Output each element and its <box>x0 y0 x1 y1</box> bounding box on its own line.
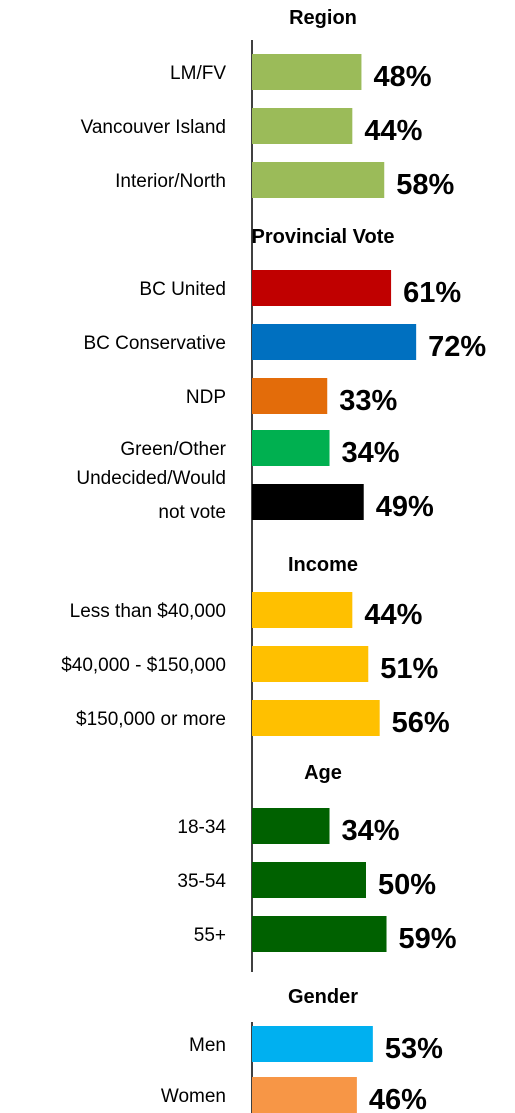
category-label-1-1: BC Conservative <box>83 333 226 354</box>
category-label-0-0: LM/FV <box>170 63 226 84</box>
bar-1-3 <box>252 430 330 466</box>
value-label-2-2: 56% <box>392 707 450 739</box>
bar-1-2 <box>252 378 328 414</box>
category-label-3-0: 18-34 <box>177 817 226 838</box>
value-label-1-1: 72% <box>428 331 486 363</box>
value-label-0-0: 48% <box>373 61 431 93</box>
value-label-3-0: 34% <box>342 815 400 847</box>
category-label-1-3: Green/Other <box>120 439 226 460</box>
value-label-3-1: 50% <box>378 869 436 901</box>
bar-2-2 <box>252 700 380 736</box>
category-label-1-2: NDP <box>186 387 226 408</box>
value-label-1-3: 34% <box>342 437 400 469</box>
category-label-line: Undecided/Would <box>76 468 226 489</box>
category-label-0-2: Interior/North <box>115 171 226 192</box>
section-title-3: Age <box>304 762 342 784</box>
category-label-1-4: Undecided/Would not vote <box>76 468 226 523</box>
value-label-4-1: 46% <box>369 1084 427 1113</box>
value-label-0-2: 58% <box>396 169 454 201</box>
bar-1-4 <box>252 484 364 520</box>
bar-4-1 <box>252 1077 357 1113</box>
category-label-line: not vote <box>158 502 226 523</box>
section-title-0: Region <box>289 7 357 29</box>
bar-2-1 <box>252 646 369 682</box>
bar-0-0 <box>252 54 362 90</box>
section-title-4: Gender <box>288 986 358 1008</box>
value-label-0-1: 44% <box>364 115 422 147</box>
bar-3-1 <box>252 862 366 898</box>
value-label-2-1: 51% <box>380 653 438 685</box>
value-label-1-4: 49% <box>376 491 434 523</box>
value-label-2-0: 44% <box>364 599 422 631</box>
value-label-1-2: 33% <box>339 385 397 417</box>
value-label-4-0: 53% <box>385 1033 443 1065</box>
category-label-2-2: $150,000 or more <box>76 709 226 730</box>
category-label-3-2: 55+ <box>194 925 226 946</box>
category-label-4-0: Men <box>189 1035 226 1056</box>
bar-0-2 <box>252 162 385 198</box>
category-label-1-0: BC United <box>139 279 226 300</box>
section-title-1: Provincial Vote <box>251 226 394 248</box>
bar-3-2 <box>252 916 387 952</box>
category-label-0-1: Vancouver Island <box>81 117 226 138</box>
category-label-4-1: Women <box>161 1086 226 1107</box>
bar-1-0 <box>252 270 392 306</box>
bar-4-0 <box>252 1026 373 1062</box>
value-label-1-0: 61% <box>403 277 461 309</box>
bar-0-1 <box>252 108 353 144</box>
category-label-3-1: 35-54 <box>177 871 226 892</box>
bar-1-1 <box>252 324 417 360</box>
category-label-2-1: $40,000 - $150,000 <box>61 655 226 676</box>
value-label-3-2: 59% <box>399 923 457 955</box>
category-label-2-0: Less than $40,000 <box>70 601 226 622</box>
section-title-2: Income <box>288 554 358 576</box>
bar-2-0 <box>252 592 353 628</box>
bar-3-0 <box>252 808 330 844</box>
